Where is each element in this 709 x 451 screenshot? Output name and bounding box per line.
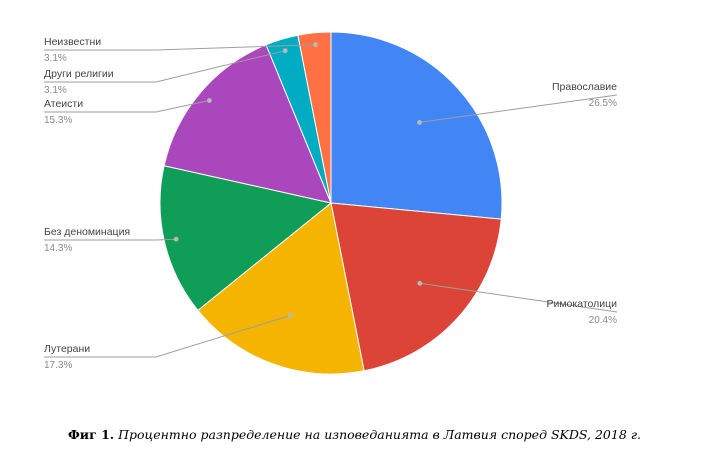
slice-value-3: 17.3%: [44, 360, 72, 371]
slice-label-2: Римокатолици: [546, 298, 617, 310]
leader-line-1: [419, 94, 618, 123]
slice-marker-1: [417, 120, 422, 125]
pie-slice-4: [159, 165, 333, 312]
slice-label-3: Лутерани: [44, 343, 90, 355]
leader-line-2: [419, 282, 618, 313]
leader-line-3: [44, 315, 291, 358]
slice-label-7: Неизвестни: [44, 36, 101, 48]
leader-line-4: [44, 238, 177, 241]
pie-slice-1: [330, 31, 503, 220]
slice-value-7: 3.1%: [44, 53, 67, 64]
slice-marker-5: [207, 98, 212, 103]
leader-line-5: [44, 100, 210, 113]
slice-marker-4: [173, 236, 179, 242]
slice-label-6: Други религии: [44, 68, 114, 80]
figure-caption: Фиг 1. Процентно разпределение на изпове…: [0, 427, 709, 442]
pie-chart: Православие 26.5% Римокатолици 20.4% Лутеран…: [44, 31, 618, 375]
slice-value-5: 15.3%: [44, 115, 72, 126]
slice-marker-3: [287, 313, 293, 318]
caption-prefix: Фиг 1.: [67, 427, 115, 442]
slice-value-1: 26.5%: [589, 98, 617, 109]
leader-line-6: [44, 50, 286, 83]
slice-label-4: Без деноминация: [44, 226, 130, 238]
pie-slice-2: [330, 202, 502, 372]
leader-line-7: [44, 44, 316, 51]
slice-marker-2: [417, 280, 423, 286]
slice-label-1: Православие: [552, 81, 617, 93]
slice-marker-7: [313, 42, 318, 48]
slice-marker-6: [282, 48, 288, 54]
pie-slice-5: [163, 44, 332, 204]
slice-value-4: 14.3%: [44, 243, 72, 254]
slice-value-2: 20.4%: [589, 315, 617, 326]
caption-text: Процентно разпределение на изповеданията…: [118, 427, 642, 442]
slice-value-6: 3.1%: [44, 85, 67, 96]
pie-slice-7: [297, 31, 332, 204]
slice-label-5: Атеисти: [44, 98, 83, 110]
